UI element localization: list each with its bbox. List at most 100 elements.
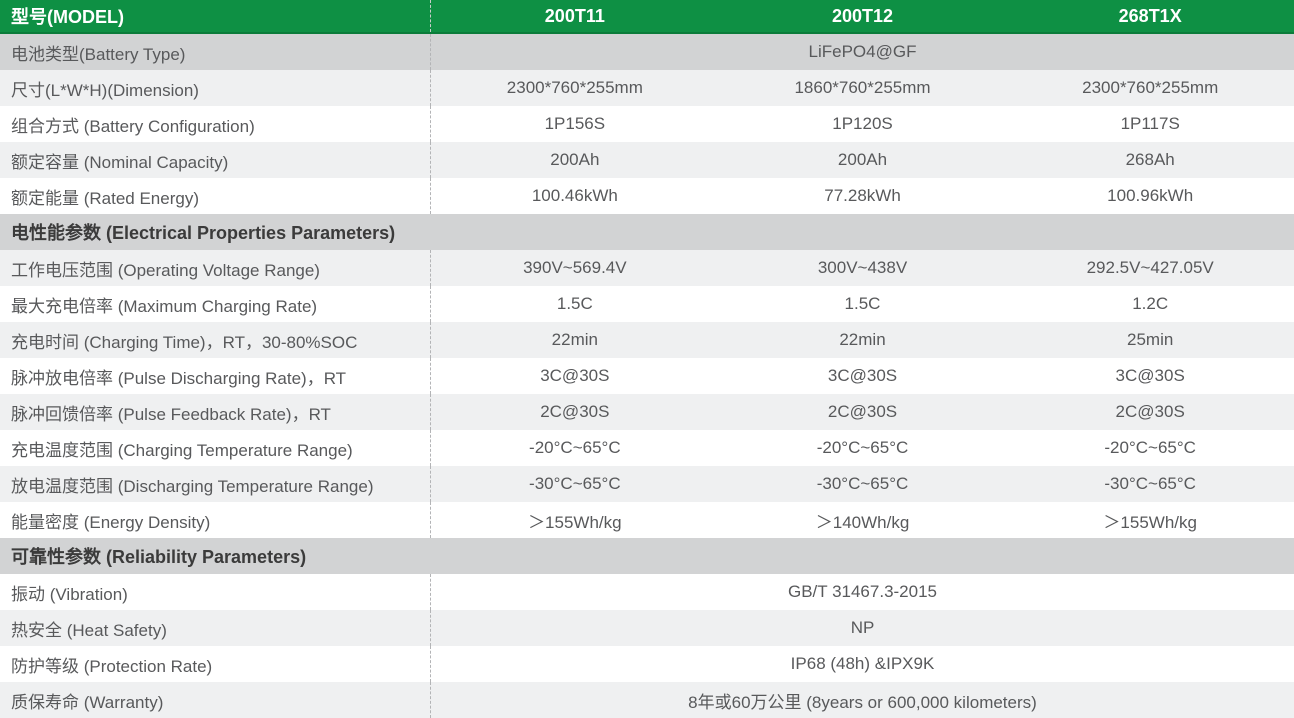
- value-cell-model-1: 2300*760*255mm: [506, 78, 643, 97]
- section-header-row: 电性能参数 (Electrical Properties Parameters): [0, 214, 1294, 250]
- row-label: 放电温度范围 (Discharging Temperature Range): [11, 476, 374, 496]
- value-cell-model-2: -20°C~65°C: [816, 438, 909, 457]
- row-label: 充电时间 (Charging Time)，RT，30-80%SOC: [11, 332, 358, 352]
- value-cell-model-3: -20°C~65°C: [1104, 438, 1196, 457]
- row-values: LiFePO4@GF: [430, 34, 1294, 70]
- row-values: 8年或60万公里 (8years or 600,000 kilometers): [430, 682, 1294, 718]
- value-cell-model-2: 22min: [839, 330, 886, 349]
- model-column-2: 200T12: [831, 5, 894, 26]
- row-values: 100.46kWh 77.28kWh 100.96kWh: [430, 178, 1294, 214]
- table-row: 最大充电倍率 (Maximum Charging Rate) 1.5C 1.5C 1.…: [0, 286, 1294, 322]
- table-row: 工作电压范围 (Operating Voltage Range) 390V~569…: [0, 250, 1294, 286]
- value-cell-model-3: ＞155Wh/kg: [1103, 512, 1197, 532]
- value-cell-model-2: 300V~438V: [817, 258, 908, 277]
- table-row: 能量密度 (Energy Density) ＞155Wh/kg ＞140Wh/kg ＞…: [0, 502, 1294, 538]
- table-row: 防护等级 (Protection Rate) IP68 (48h) &IPX9K: [0, 646, 1294, 682]
- value-cell-all-models: IP68 (48h) &IPX9K: [790, 654, 935, 673]
- value-cell-model-2: 200Ah: [837, 150, 888, 169]
- row-label: 组合方式 (Battery Configuration): [11, 116, 255, 136]
- value-cell-model-1: 100.46kWh: [531, 186, 618, 205]
- row-label: 能量密度 (Energy Density): [11, 512, 211, 532]
- row-values: 2300*760*255mm 1860*760*255mm 2300*760*255…: [430, 70, 1294, 106]
- model-column-1: 200T11: [544, 5, 605, 26]
- section-title: 电性能参数 (Electrical Properties Parameters): [11, 223, 396, 243]
- table-row: 脉冲回馈倍率 (Pulse Feedback Rate)，RT 2C@30S 2C@…: [0, 394, 1294, 430]
- value-cell-model-2: ＞140Wh/kg: [815, 512, 910, 532]
- row-label: 充电温度范围 (Charging Temperature Range): [11, 440, 353, 460]
- row-label: 振动 (Vibration): [11, 584, 128, 604]
- row-values: 22min 22min 25min: [430, 322, 1294, 358]
- row-label: 电池类型(Battery Type): [11, 44, 186, 64]
- value-cell-model-1: 200Ah: [550, 150, 600, 169]
- model-header-columns: 200T11 200T12 268T1X: [430, 0, 1294, 32]
- table-header-row: 型号(MODEL) 200T11 200T12 268T1X: [0, 0, 1294, 34]
- value-cell-model-3: 1.2C: [1132, 294, 1169, 313]
- table-body: 电池类型(Battery Type) LiFePO4@GF 尺寸(L*W*H)(Di…: [0, 34, 1294, 718]
- model-header-label: 型号(MODEL): [11, 7, 124, 27]
- value-cell-model-3: 1P117S: [1120, 114, 1180, 133]
- row-label: 尺寸(L*W*H)(Dimension): [11, 80, 199, 100]
- row-values: 1.5C 1.5C 1.2C: [430, 286, 1294, 322]
- value-cell-all-models: LiFePO4@GF: [808, 42, 917, 61]
- table-row: 脉冲放电倍率 (Pulse Discharging Rate)，RT 3C@30S…: [0, 358, 1294, 394]
- table-row: 热安全 (Heat Safety) NP: [0, 610, 1294, 646]
- row-values: -30°C~65°C -30°C~65°C -30°C~65°C: [430, 466, 1294, 502]
- row-label: 防护等级 (Protection Rate): [11, 656, 213, 676]
- table-row: 尺寸(L*W*H)(Dimension) 2300*760*255mm 1860*7…: [0, 70, 1294, 106]
- row-values: GB/T 31467.3-2015: [430, 574, 1294, 610]
- value-cell-model-3: 3C@30S: [1115, 366, 1185, 385]
- value-cell-model-3: 292.5V~427.05V: [1086, 258, 1214, 277]
- row-label: 额定容量 (Nominal Capacity): [11, 152, 229, 172]
- value-cell-model-2: 1P120S: [832, 114, 893, 133]
- table-row: 组合方式 (Battery Configuration) 1P156S 1P120S…: [0, 106, 1294, 142]
- value-cell-model-1: 1P156S: [544, 114, 606, 133]
- value-cell-model-3: 2C@30S: [1115, 402, 1185, 421]
- value-cell-all-models: 8年或60万公里 (8years or 600,000 kilometers): [688, 692, 1037, 712]
- value-cell-model-3: 2300*760*255mm: [1082, 78, 1219, 97]
- row-values: 1P156S 1P120S 1P117S: [430, 106, 1294, 142]
- value-cell-model-3: 25min: [1127, 330, 1174, 349]
- value-cell-model-1: ＞155Wh/kg: [528, 512, 622, 532]
- row-values: ＞155Wh/kg ＞140Wh/kg ＞155Wh/kg: [430, 502, 1294, 538]
- table-row: 额定能量 (Rated Energy) 100.46kWh 77.28kWh 100.…: [0, 178, 1294, 214]
- value-cell-model-2: 1860*760*255mm: [794, 78, 931, 97]
- value-cell-model-1: 1.5C: [556, 294, 593, 313]
- value-cell-model-2: -30°C~65°C: [816, 474, 909, 493]
- value-cell-model-2: 77.28kWh: [824, 186, 901, 205]
- row-values: -20°C~65°C -20°C~65°C -20°C~65°C: [430, 430, 1294, 466]
- table-row: 电池类型(Battery Type) LiFePO4@GF: [0, 34, 1294, 70]
- section-header-row: 可靠性参数 (Reliability Parameters): [0, 538, 1294, 574]
- table-row: 充电时间 (Charging Time)，RT，30-80%SOC 22min 22…: [0, 322, 1294, 358]
- row-label: 最大充电倍率 (Maximum Charging Rate): [11, 296, 318, 316]
- value-cell-model-3: -30°C~65°C: [1104, 474, 1196, 493]
- row-label: 质保寿命 (Warranty): [11, 692, 164, 712]
- value-cell-model-3: 268Ah: [1125, 150, 1175, 169]
- value-cell-model-1: 22min: [551, 330, 598, 349]
- section-title: 可靠性参数 (Reliability Parameters): [11, 547, 307, 567]
- row-values: 3C@30S 3C@30S 3C@30S: [430, 358, 1294, 394]
- row-values: 2C@30S 2C@30S 2C@30S: [430, 394, 1294, 430]
- row-label: 脉冲回馈倍率 (Pulse Feedback Rate)，RT: [11, 404, 331, 424]
- table-row: 放电温度范围 (Discharging Temperature Range) -3…: [0, 466, 1294, 502]
- value-cell-model-1: 2C@30S: [540, 402, 610, 421]
- row-label: 额定能量 (Rated Energy): [11, 188, 199, 208]
- row-values: IP68 (48h) &IPX9K: [430, 646, 1294, 682]
- value-cell-model-2: 3C@30S: [827, 366, 898, 385]
- value-cell-model-2: 2C@30S: [827, 402, 898, 421]
- value-cell-model-1: 3C@30S: [540, 366, 610, 385]
- row-label: 脉冲放电倍率 (Pulse Discharging Rate)，RT: [11, 368, 347, 388]
- row-values: NP: [430, 610, 1294, 646]
- model-column-3: 268T1X: [1118, 5, 1182, 26]
- row-values: 390V~569.4V 300V~438V 292.5V~427.05V: [430, 250, 1294, 286]
- row-label: 热安全 (Heat Safety): [11, 620, 167, 640]
- row-values: 200Ah 200Ah 268Ah: [430, 142, 1294, 178]
- value-cell-model-1: 390V~569.4V: [523, 258, 627, 277]
- table-row: 充电温度范围 (Charging Temperature Range) -20°C…: [0, 430, 1294, 466]
- value-cell-model-3: 100.96kWh: [1107, 186, 1194, 205]
- value-cell-all-models: GB/T 31467.3-2015: [787, 582, 937, 601]
- table-row: 额定容量 (Nominal Capacity) 200Ah 200Ah 268Ah: [0, 142, 1294, 178]
- value-cell-model-2: 1.5C: [844, 294, 881, 313]
- table-row: 质保寿命 (Warranty) 8年或60万公里 (8years or 600,0…: [0, 682, 1294, 718]
- value-cell-model-1: -30°C~65°C: [529, 474, 621, 493]
